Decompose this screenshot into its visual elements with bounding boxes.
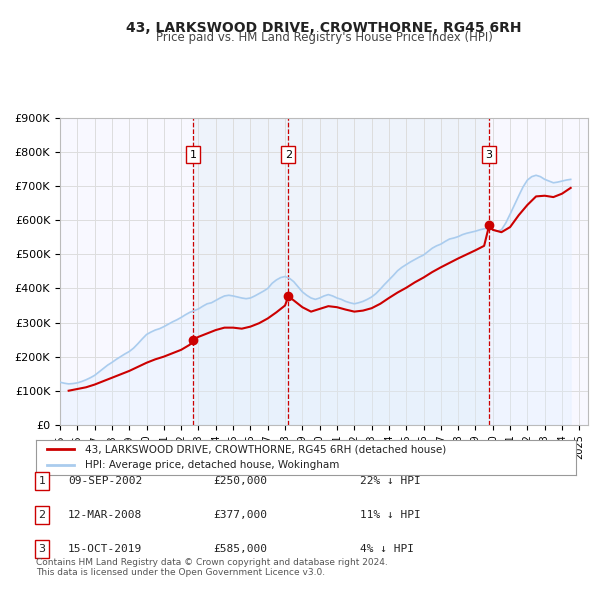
Text: 22% ↓ HPI: 22% ↓ HPI [360, 476, 421, 486]
Bar [289, 118, 489, 425]
Text: Price paid vs. HM Land Registry's House Price Index (HPI): Price paid vs. HM Land Registry's House … [155, 31, 493, 44]
Text: 43, LARKSWOOD DRIVE, CROWTHORNE, RG45 6RH: 43, LARKSWOOD DRIVE, CROWTHORNE, RG45 6R… [126, 21, 522, 35]
Text: 1: 1 [190, 150, 197, 160]
Text: 11% ↓ HPI: 11% ↓ HPI [360, 510, 421, 520]
Text: 2: 2 [38, 510, 46, 520]
Text: HPI: Average price, detached house, Wokingham: HPI: Average price, detached house, Woki… [85, 460, 339, 470]
Text: 12-MAR-2008: 12-MAR-2008 [68, 510, 142, 520]
Text: £377,000: £377,000 [213, 510, 267, 520]
Text: £585,000: £585,000 [213, 545, 267, 554]
Text: 09-SEP-2002: 09-SEP-2002 [68, 476, 142, 486]
Text: 2: 2 [285, 150, 292, 160]
Text: 4% ↓ HPI: 4% ↓ HPI [360, 545, 414, 554]
Text: Contains HM Land Registry data © Crown copyright and database right 2024.
This d: Contains HM Land Registry data © Crown c… [36, 558, 388, 577]
Text: 3: 3 [485, 150, 493, 160]
Text: 15-OCT-2019: 15-OCT-2019 [68, 545, 142, 554]
Bar [193, 118, 289, 425]
Text: 43, LARKSWOOD DRIVE, CROWTHORNE, RG45 6RH (detached house): 43, LARKSWOOD DRIVE, CROWTHORNE, RG45 6R… [85, 444, 446, 454]
Text: 1: 1 [38, 476, 46, 486]
Text: 3: 3 [38, 545, 46, 554]
Text: £250,000: £250,000 [213, 476, 267, 486]
